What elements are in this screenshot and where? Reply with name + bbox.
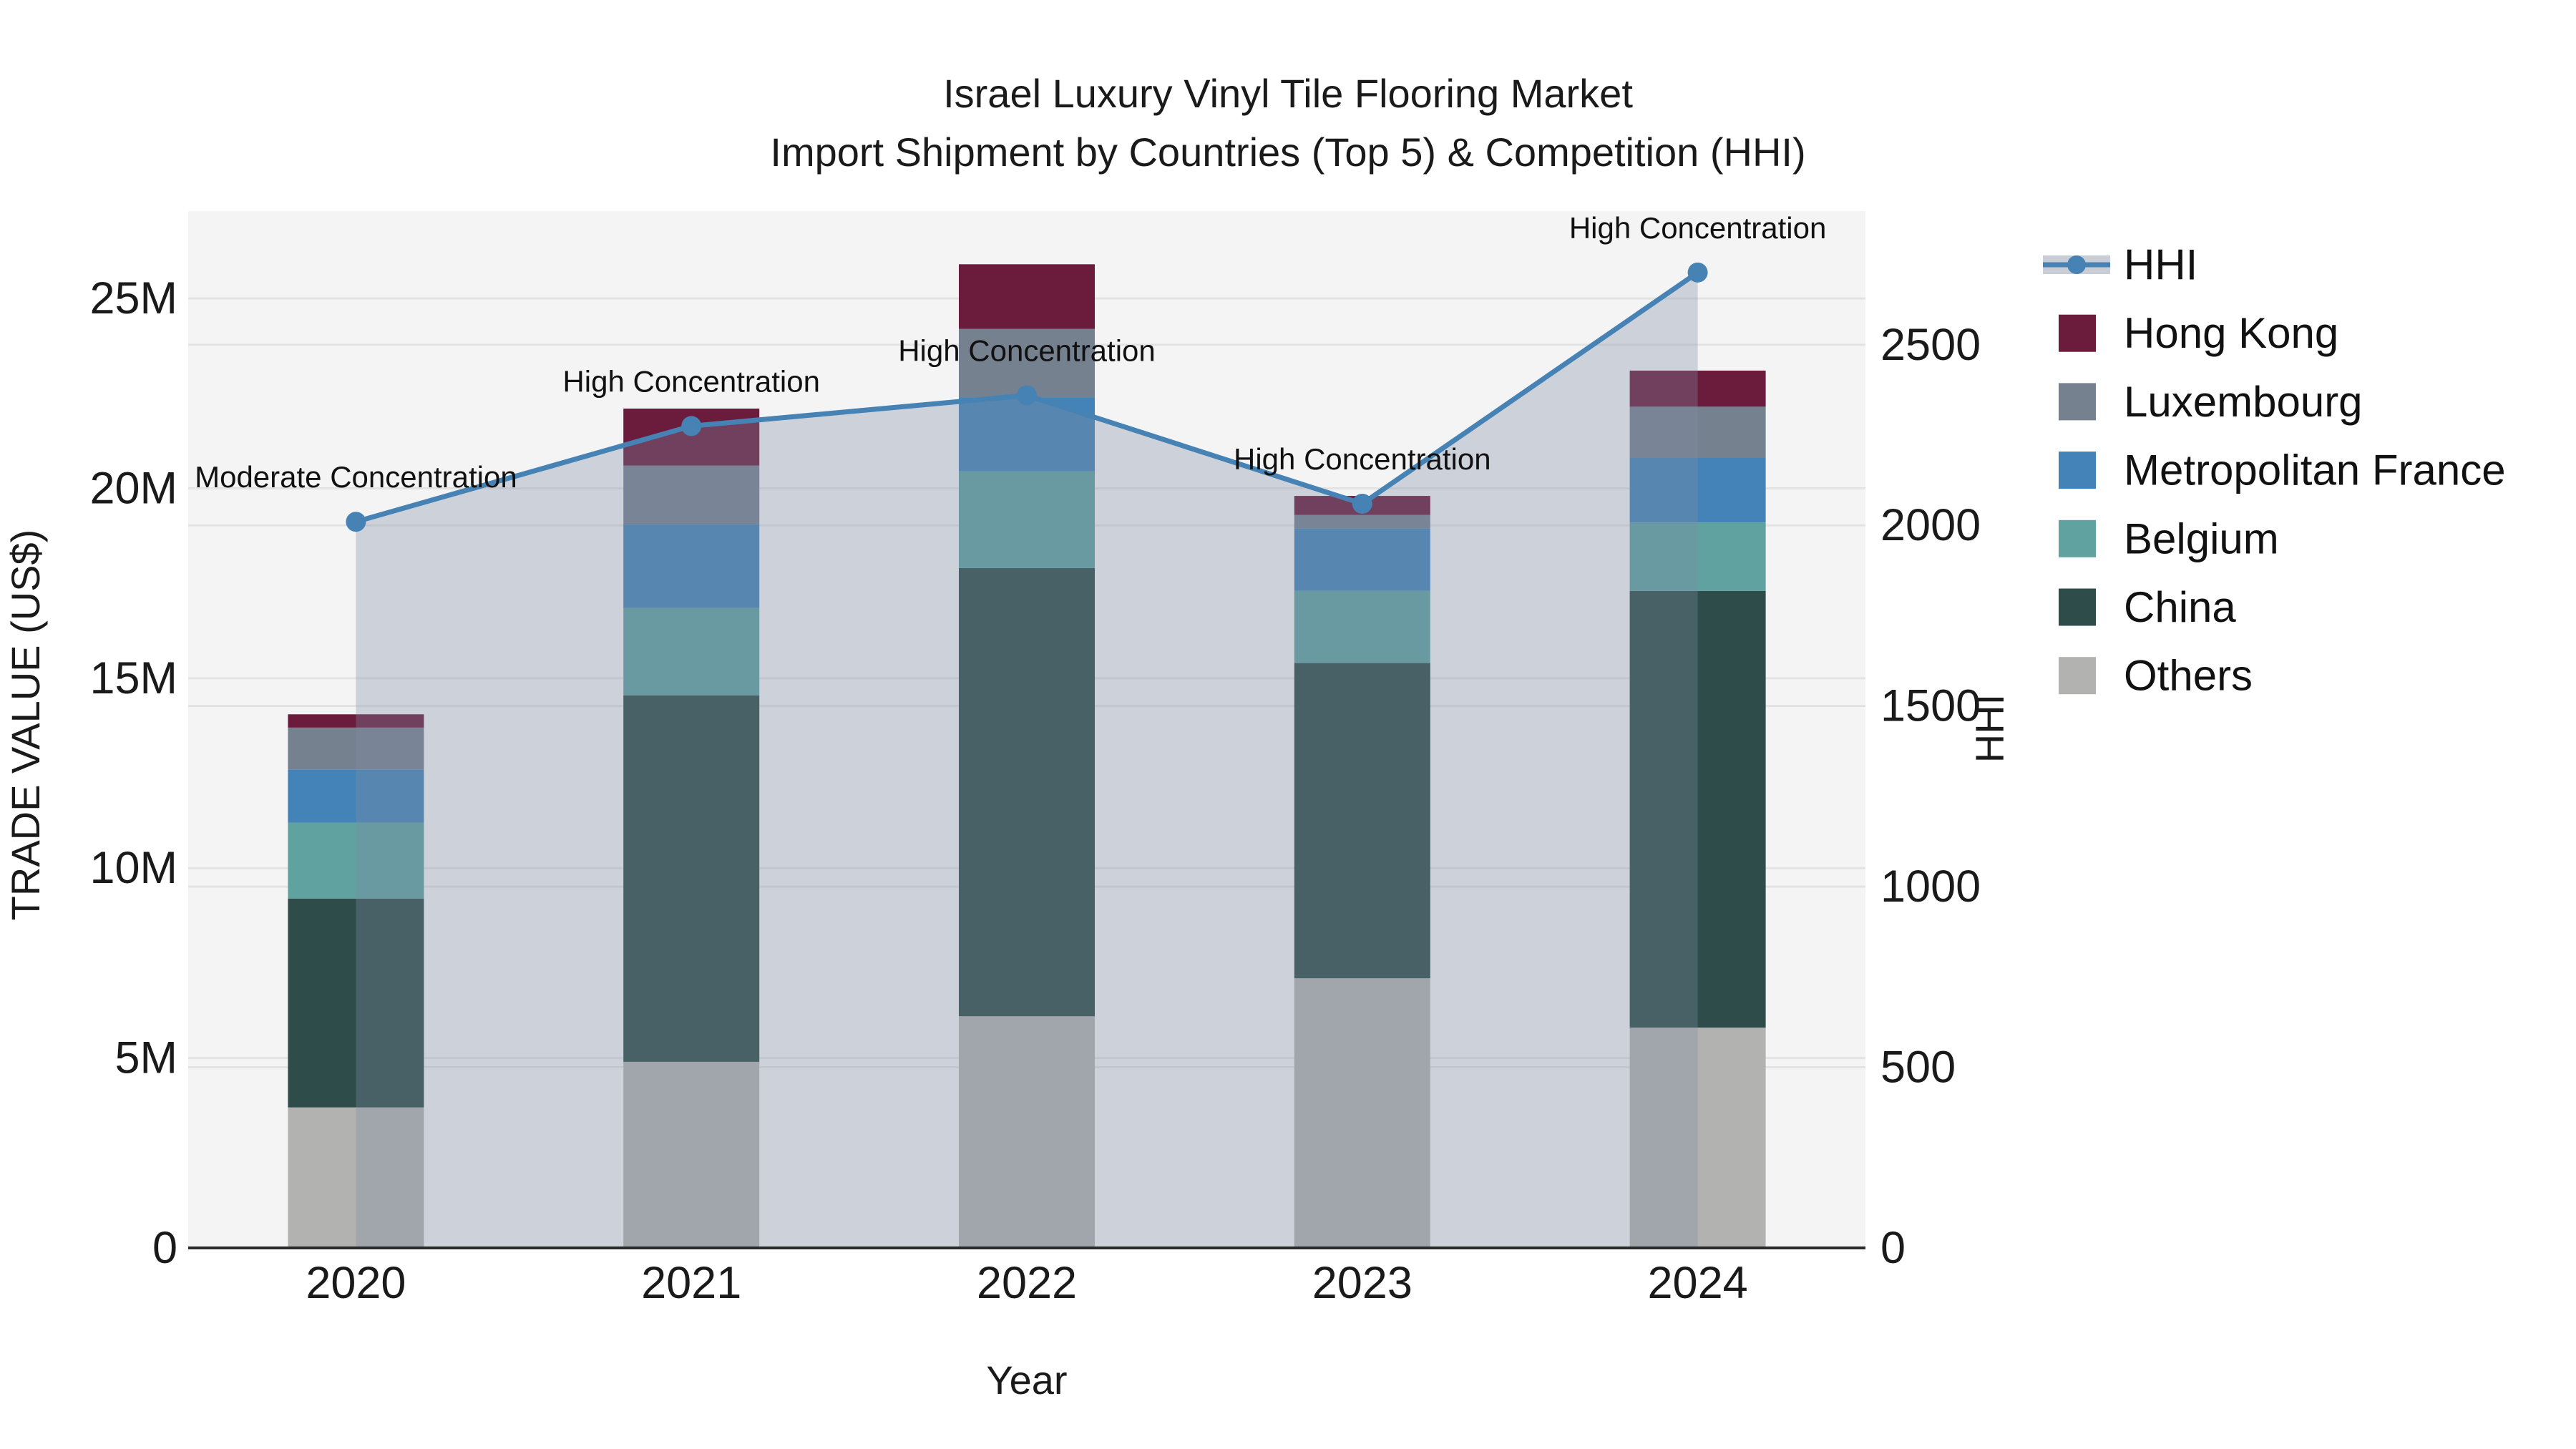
bar-others-2020 xyxy=(288,1107,424,1248)
y-left-tick-25M: 25M xyxy=(89,273,177,323)
y-left-tick-5M: 5M xyxy=(114,1033,177,1083)
bar-metropolitan-france-2023 xyxy=(1294,528,1430,591)
bar-luxembourg-2023 xyxy=(1294,514,1430,529)
legend-label-metropolitan-france: Metropolitan France xyxy=(2124,447,2506,494)
hhi-area-fill xyxy=(356,272,1698,1249)
x-tick-2020: 2020 xyxy=(306,1258,406,1308)
bar-hong-kong-2024 xyxy=(1629,370,1766,407)
y-left-tick-0: 0 xyxy=(152,1223,177,1273)
legend-item-others: Others xyxy=(2059,652,2253,700)
x-tick-2021: 2021 xyxy=(641,1258,741,1308)
legend-item-belgium: Belgium xyxy=(2059,514,2279,562)
legend-swatch-others xyxy=(2059,657,2096,695)
legend-label-hhi: HHI xyxy=(2124,241,2197,289)
annotation-2022: High Concentration xyxy=(898,333,1156,367)
hhi-point-2020 xyxy=(346,512,366,532)
annotation-2023: High Concentration xyxy=(1234,442,1491,476)
bar-hong-kong-2020 xyxy=(288,714,424,728)
chart-title-line1: Israel Luxury Vinyl Tile Flooring Market xyxy=(943,71,1633,116)
bar-metropolitan-france-2020 xyxy=(288,769,424,823)
legend-item-luxembourg: Luxembourg xyxy=(2059,378,2363,426)
legend: HHI Hong Kong Luxembourg Metropolitan Franc… xyxy=(2043,241,2506,700)
tick-labels: 0 5M 10M 15M 20M 25M 0 500 1000 1500 2000 2500 2020 2… xyxy=(89,273,1981,1308)
legend-item-hong-kong: Hong Kong xyxy=(2059,309,2338,357)
y-right-tick-0: 0 xyxy=(1880,1223,1906,1273)
hhi-point-2021 xyxy=(681,416,702,436)
y-right-tick-2500: 2500 xyxy=(1880,320,1981,370)
y-left-tick-20M: 20M xyxy=(89,463,177,513)
chart-title-line2: Import Shipment by Countries (Top 5) & C… xyxy=(770,130,1805,175)
bar-china-2022 xyxy=(959,567,1095,1017)
bar-belgium-2020 xyxy=(288,822,424,899)
bar-metropolitan-france-2021 xyxy=(623,524,760,608)
legend-swatch-luxembourg xyxy=(2059,383,2096,421)
hhi-line-group xyxy=(346,262,1708,532)
legend-label-luxembourg: Luxembourg xyxy=(2124,378,2363,426)
legend-swatch-belgium xyxy=(2059,519,2096,557)
hhi-area xyxy=(356,272,1698,1249)
annotation-2020: Moderate Concentration xyxy=(195,460,517,494)
bar-luxembourg-2021 xyxy=(623,465,760,525)
y-right-tick-1000: 1000 xyxy=(1880,862,1981,912)
bar-luxembourg-2020 xyxy=(288,727,424,770)
legend-hhi-marker xyxy=(2067,255,2086,274)
annotation-2024: High Concentration xyxy=(1569,211,1827,245)
bar-others-2023 xyxy=(1294,978,1430,1248)
bar-belgium-2022 xyxy=(959,471,1095,568)
bar-metropolitan-france-2024 xyxy=(1629,458,1766,523)
x-tick-2022: 2022 xyxy=(977,1258,1077,1308)
y-left-axis-title: TRADE VALUE (US$) xyxy=(3,530,48,921)
y-right-tick-2000: 2000 xyxy=(1880,500,1981,550)
legend-label-china: China xyxy=(2124,583,2236,631)
bar-belgium-2021 xyxy=(623,608,760,696)
legend-item-china: China xyxy=(2059,583,2236,631)
legend-item-metropolitan-france: Metropolitan France xyxy=(2059,447,2506,494)
bar-belgium-2024 xyxy=(1629,522,1766,591)
legend-swatch-hong-kong xyxy=(2059,314,2096,352)
y-right-axis-title: HHI xyxy=(1967,694,2012,763)
legend-label-belgium: Belgium xyxy=(2124,514,2279,562)
bar-luxembourg-2024 xyxy=(1629,406,1766,458)
bar-belgium-2023 xyxy=(1294,590,1430,663)
annotations: Moderate Concentration High Concentration… xyxy=(195,211,1826,494)
x-axis-title: Year xyxy=(986,1357,1067,1402)
hhi-point-2024 xyxy=(1687,262,1708,283)
legend-swatch-china xyxy=(2059,588,2096,626)
stacked-bars xyxy=(288,264,1766,1248)
y-right-tick-500: 500 xyxy=(1880,1043,1956,1093)
legend-item-hhi: HHI xyxy=(2043,241,2197,289)
legend-swatch-metropolitan-france xyxy=(2059,452,2096,489)
y-right-tick-1500: 1500 xyxy=(1880,681,1981,731)
annotation-2021: High Concentration xyxy=(562,364,820,398)
x-tick-2023: 2023 xyxy=(1312,1258,1413,1308)
hhi-point-2023 xyxy=(1352,493,1372,514)
bar-china-2024 xyxy=(1629,590,1766,1028)
bar-others-2022 xyxy=(959,1016,1095,1248)
bar-china-2021 xyxy=(623,695,760,1062)
bar-others-2024 xyxy=(1629,1028,1766,1248)
hhi-point-2022 xyxy=(1017,385,1037,406)
bar-others-2021 xyxy=(623,1061,760,1248)
y-left-tick-10M: 10M xyxy=(89,843,177,893)
x-tick-2024: 2024 xyxy=(1648,1258,1748,1308)
bar-china-2020 xyxy=(288,898,424,1108)
y-left-tick-15M: 15M xyxy=(89,653,177,703)
bar-hong-kong-2022 xyxy=(959,264,1095,329)
legend-label-others: Others xyxy=(2124,652,2253,700)
legend-label-hong-kong: Hong Kong xyxy=(2124,309,2338,357)
bar-china-2023 xyxy=(1294,663,1430,979)
